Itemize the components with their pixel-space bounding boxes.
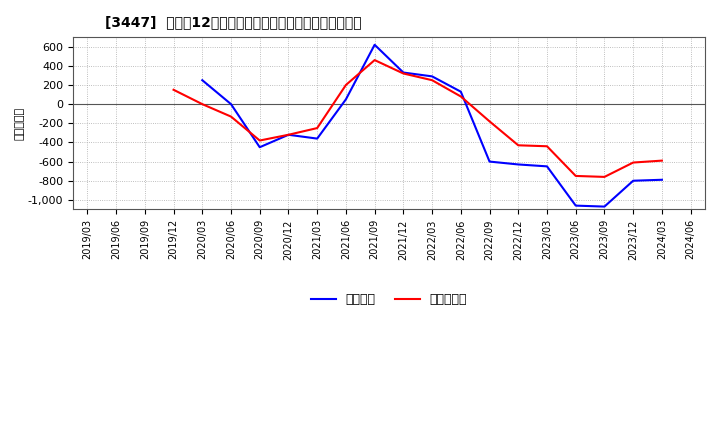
経常利益 [341,97,350,102]
経常利益 [399,70,408,75]
当期純利益 [341,82,350,88]
当期純利益 [600,174,609,180]
当期純利益 [485,119,494,124]
当期純利益 [543,143,552,149]
経常利益 [198,77,207,83]
当期純利益 [313,125,322,131]
当期純利益 [629,160,637,165]
当期純利益 [227,114,235,119]
当期純利益 [169,87,178,92]
当期純利益 [456,94,465,99]
Legend: 経常利益, 当期純利益: 経常利益, 当期純利益 [306,288,472,311]
当期純利益 [284,132,293,137]
経常利益 [543,164,552,169]
経常利益 [485,159,494,164]
経常利益 [514,162,523,167]
経常利益 [370,42,379,48]
経常利益 [428,74,436,79]
当期純利益 [657,158,666,163]
Line: 経常利益: 経常利益 [202,45,662,207]
当期純利益 [399,71,408,76]
当期純利益 [370,58,379,63]
当期純利益 [256,138,264,143]
経常利益 [313,136,322,141]
Text: [3447]  利益の12か月移動合計の対前年同期増減額の推移: [3447] 利益の12か月移動合計の対前年同期増減額の推移 [104,15,361,29]
経常利益 [572,203,580,208]
Line: 当期純利益: 当期純利益 [174,60,662,177]
経常利益 [227,102,235,107]
当期純利益 [198,102,207,107]
当期純利益 [514,143,523,148]
当期純利益 [572,173,580,179]
経常利益 [657,177,666,183]
経常利益 [456,89,465,94]
経常利益 [629,178,637,183]
当期純利益 [428,77,436,83]
Y-axis label: （百万円）: （百万円） [15,107,25,140]
経常利益 [284,132,293,137]
経常利益 [256,145,264,150]
経常利益 [600,204,609,209]
